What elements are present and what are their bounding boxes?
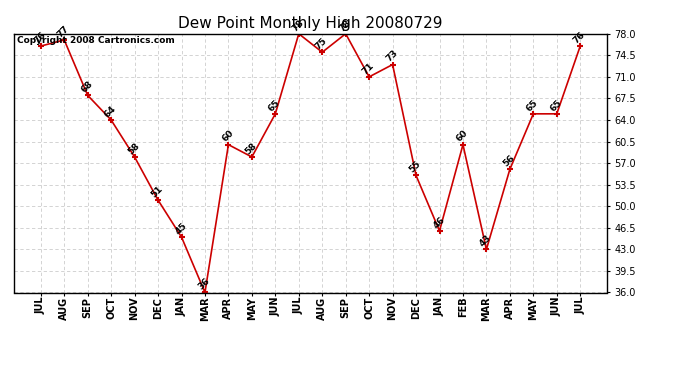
Title: Dew Point Monthly High 20080729: Dew Point Monthly High 20080729: [178, 16, 443, 31]
Text: 55: 55: [408, 159, 423, 175]
Text: 46: 46: [431, 215, 446, 230]
Text: 56: 56: [502, 153, 517, 168]
Text: 76: 76: [572, 30, 587, 45]
Text: 76: 76: [32, 30, 48, 45]
Text: 65: 65: [525, 98, 540, 113]
Text: 75: 75: [314, 36, 329, 51]
Text: 58: 58: [244, 141, 259, 156]
Text: 64: 64: [103, 104, 118, 119]
Text: 78: 78: [337, 18, 353, 33]
Text: 65: 65: [267, 98, 282, 113]
Text: 71: 71: [361, 61, 376, 76]
Text: 36: 36: [197, 276, 212, 292]
Text: 60: 60: [220, 129, 235, 144]
Text: 65: 65: [549, 98, 564, 113]
Text: 45: 45: [173, 221, 188, 236]
Text: 68: 68: [79, 80, 95, 94]
Text: 58: 58: [126, 141, 141, 156]
Text: Copyright 2008 Cartronics.com: Copyright 2008 Cartronics.com: [17, 36, 175, 45]
Text: 78: 78: [290, 18, 306, 33]
Text: 73: 73: [384, 48, 400, 64]
Text: 51: 51: [150, 184, 165, 199]
Text: 60: 60: [455, 129, 470, 144]
Text: 77: 77: [56, 24, 71, 39]
Text: 43: 43: [478, 233, 493, 249]
